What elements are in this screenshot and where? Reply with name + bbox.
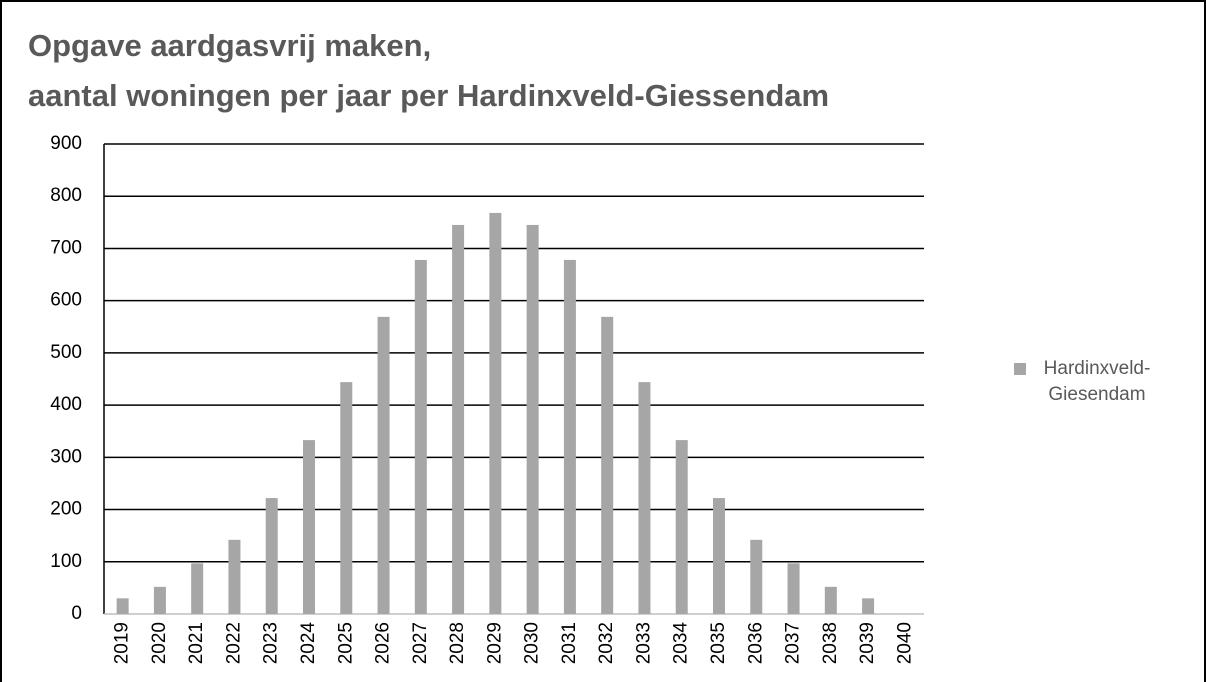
y-tick-label: 700: [50, 237, 82, 258]
x-tick-label: 2040: [894, 622, 915, 664]
x-tick-label: 2019: [112, 622, 133, 664]
x-tick-label: 2027: [410, 622, 431, 664]
chart-title: aantal woningen per jaar per Hardinxveld…: [28, 78, 829, 113]
y-tick-label: 800: [50, 185, 82, 206]
x-tick-label: 2039: [857, 622, 878, 664]
x-tick-label: 2038: [820, 622, 841, 664]
x-tick-label: 2037: [783, 622, 804, 664]
bar: [675, 440, 688, 614]
y-tick-label: 0: [71, 603, 82, 624]
x-tick-label: 2033: [633, 622, 654, 664]
bar: [228, 539, 241, 614]
bar: [601, 316, 614, 614]
bar: [862, 598, 875, 614]
legend: Hardinxveld-Giesendam: [1014, 356, 1174, 408]
bar: [824, 586, 837, 614]
bar: [750, 539, 763, 614]
chart-title: Opgave aardgasvrij maken,: [28, 28, 431, 63]
y-tick-label: 300: [50, 446, 82, 467]
x-tick-label: 2020: [149, 622, 170, 664]
x-tick-label: 2024: [298, 622, 319, 665]
x-tick-label: 2035: [708, 622, 729, 664]
y-tick-label: 400: [50, 394, 82, 415]
bar: [116, 598, 129, 614]
x-tick-label: 2030: [522, 622, 543, 664]
x-tick-label: 2029: [484, 622, 505, 664]
x-tick-label: 2036: [745, 622, 766, 664]
bar: [153, 586, 166, 614]
bar: [303, 440, 315, 614]
bar: [563, 259, 576, 614]
y-tick-label: 100: [50, 551, 82, 572]
x-tick-label: 2034: [671, 622, 692, 665]
bar: [191, 563, 204, 614]
x-tick-label: 2031: [559, 622, 580, 664]
x-tick-label: 2025: [335, 622, 356, 664]
y-tick-label: 900: [50, 133, 82, 154]
y-tick-label: 500: [50, 342, 82, 363]
bar: [489, 212, 502, 614]
bar: [713, 498, 725, 614]
x-tick-label: 2021: [186, 622, 207, 664]
x-tick-label: 2032: [596, 622, 617, 664]
bar: [452, 224, 465, 614]
y-tick-label: 200: [50, 499, 82, 520]
bar: [787, 563, 800, 614]
bar: [526, 224, 539, 614]
bar: [638, 382, 651, 614]
x-tick-label: 2022: [223, 622, 244, 664]
x-tick-label: 2023: [261, 622, 282, 664]
x-tick-label: 2028: [447, 622, 468, 664]
bar: [340, 382, 353, 614]
bar: [414, 259, 427, 614]
bar: [265, 498, 278, 614]
y-tick-label: 600: [50, 290, 82, 311]
x-tick-label: 2026: [373, 622, 394, 664]
legend-swatch: [1014, 363, 1026, 375]
legend-label: Hardinxveld-Giesendam: [1043, 358, 1151, 405]
bar: [377, 316, 390, 614]
